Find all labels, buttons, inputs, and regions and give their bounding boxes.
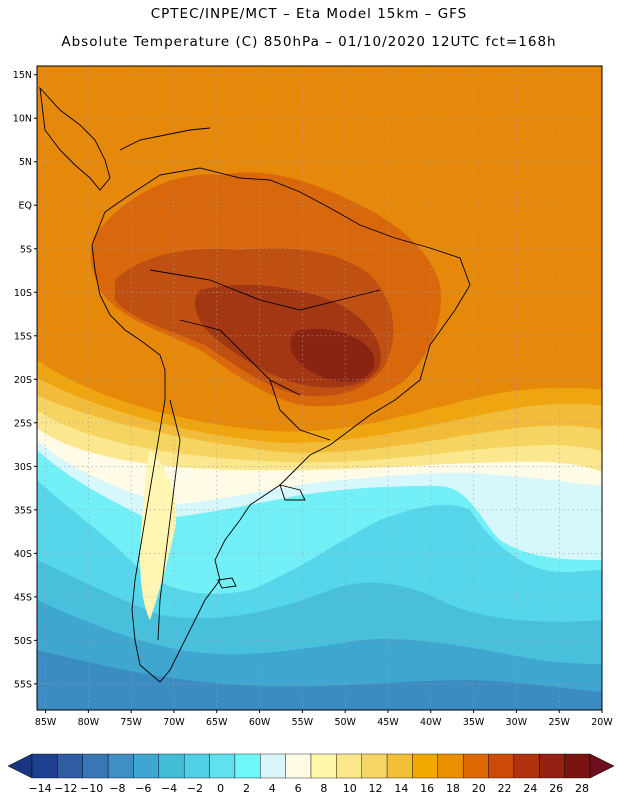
bolivia-border [179,319,301,396]
colorbar-swatch [234,753,261,779]
field-patagonia [140,450,177,620]
temperature-field [37,66,602,710]
colorbar-label: 16 [420,782,434,795]
lon-tick-label: 35W [463,717,485,728]
colorbar-label: 26 [549,782,563,795]
longitude-axis: 85W 80W 75W 70W 65W 60W 55W 50W 45W 40W 35W 30W 25W 2… [35,710,613,728]
colorbar-swatch [107,753,134,779]
lat-tick-label: 5S [20,244,32,255]
colorbar-low-arrow [7,753,33,779]
caribbean-coastline [119,127,211,151]
colorbar-label: −14 [28,782,51,795]
colorbar-label: 2 [243,782,250,795]
lat-tick-label: 45S [14,592,32,603]
lon-tick-label: 50W [334,717,356,728]
temperature-colorbar [7,753,615,779]
lon-tick-label: 40W [420,717,442,728]
colorbar-label: −6 [135,782,151,795]
colorbar-swatch [57,753,83,779]
colorbar-swatch [310,753,337,779]
lat-tick-label: 55S [14,679,32,690]
colorbar-swatch [183,753,210,779]
colorbar-high-arrow [589,753,615,779]
colorbar-swatch [564,753,591,779]
colorbar-label: 10 [343,782,357,795]
lat-tick-label: 50S [14,636,32,647]
colorbar-label: 18 [446,782,460,795]
central-america-coastline [39,86,111,191]
map-frame [36,65,603,711]
map-title-line-2: Absolute Temperature (C) 850hPa – 01/10/… [61,34,557,50]
lat-tick-label: 35S [14,505,32,516]
colorbar-swatch [285,753,312,779]
colorbar-swatch [361,753,388,779]
lon-tick-label: 80W [78,717,100,728]
colorbar-labels: −14 −12 −10 −8 −6 −4 −2 0 2 4 6 8 10 12 14 16 18 20 22 24 26… [28,782,589,795]
argentina-chile-border [157,399,181,641]
colorbar-swatch [539,753,565,779]
lon-tick-label: 25W [548,717,570,728]
lat-tick-label: 20S [14,375,32,386]
colorbar-label: 12 [369,782,383,795]
colorbar-swatch [336,753,362,779]
colorbar-label: 0 [217,782,224,795]
colorbar-label: 28 [575,782,589,795]
colorbar-swatch [488,753,515,779]
colorbar-label: 8 [320,782,327,795]
coastlines [39,86,471,683]
colorbar-label: 24 [523,782,537,795]
falklands [217,577,237,589]
south-america-coastline [91,167,471,683]
lat-tick-label: 15S [14,331,32,342]
colorbar-swatch [31,753,58,779]
lat-tick-label: 15N [13,70,32,81]
colorbar-swatch [158,753,185,779]
lat-tick-label: 30S [14,462,32,473]
colorbar-label: 20 [472,782,486,795]
colorbar-swatch [133,753,160,779]
lon-tick-label: 55W [292,717,314,728]
lon-tick-label: 65W [206,717,228,728]
colorbar-label: 14 [394,782,408,795]
amazon-border [149,269,381,311]
colorbar-swatch [462,753,489,779]
lon-tick-label: 45W [377,717,399,728]
lon-tick-label: 70W [163,717,185,728]
map-title-line-1: CPTEC/INPE/MCT – Eta Model 15km – GFS [150,6,468,22]
colorbar-label: −2 [187,782,203,795]
colorbar-label: 22 [498,782,512,795]
colorbar-swatch [513,753,540,779]
colorbar-swatch [209,753,236,779]
lon-tick-label: 30W [506,717,528,728]
lat-tick-label: 10S [14,288,32,299]
colorbar-label: 4 [269,782,276,795]
colorbar-label: −12 [54,782,77,795]
colorbar-swatch [412,753,439,779]
lat-tick-label: 5N [19,157,32,168]
rio-de-la-plata [279,484,306,501]
colorbar-swatch [82,753,109,779]
lon-tick-label: 20W [591,717,613,728]
colorbar-swatch [437,753,464,779]
colorbar-label: −4 [161,782,177,795]
field-land-28 [290,328,375,382]
colorbar-label: −8 [109,782,125,795]
lat-tick-label: 10N [13,114,32,125]
colorbar-swatch [386,753,413,779]
lon-tick-label: 75W [120,717,142,728]
lon-tick-label: 60W [249,717,271,728]
colorbar-swatch [260,753,286,779]
paraguay-border [269,379,331,441]
lat-tick-label: 40S [14,549,32,560]
field-minus4 [37,650,602,710]
latitude-axis: 15N 10N 5N EQ 5S 10S 15S 20S 25S 30S 35S 40S 45S 50S 5… [13,70,37,690]
colorbar-label: −10 [80,782,103,795]
colorbar-label: 6 [295,782,302,795]
lon-tick-label: 85W [35,717,57,728]
lat-tick-label: 25S [14,418,32,429]
lat-tick-label: EQ [19,201,32,212]
